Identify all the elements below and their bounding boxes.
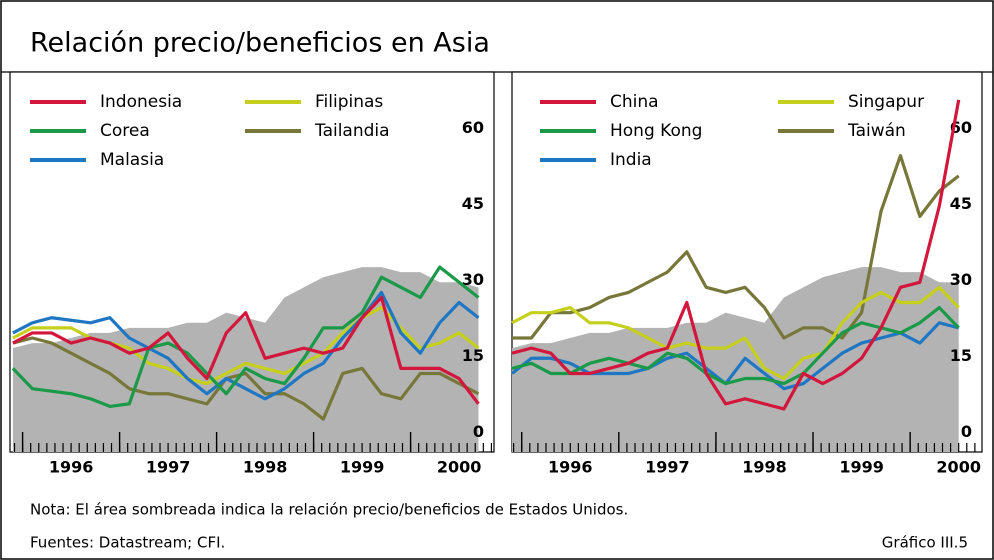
x-tick-label: 1997 — [146, 458, 191, 477]
series-line — [511, 306, 960, 386]
legend-label: Tailandia — [314, 121, 390, 141]
note: Nota: El área sombreada indica la relaci… — [30, 501, 628, 519]
y-tick-label: 0 — [473, 422, 484, 441]
x-tick-label: 1999 — [340, 458, 385, 477]
series-line — [511, 321, 960, 391]
x-tick-label: 2000 — [936, 458, 981, 477]
legend-label: Corea — [100, 121, 150, 141]
series-line — [12, 290, 480, 401]
y-tick-label: 15 — [950, 346, 972, 365]
legend-label: Hong Kong — [610, 121, 702, 141]
y-tick-label: 15 — [462, 346, 484, 365]
x-tick-label: 1998 — [742, 458, 787, 477]
legend-label: Filipinas — [315, 92, 383, 112]
shaded-area — [512, 267, 959, 452]
legend-label: Taiwán — [847, 121, 906, 141]
legend-label: India — [610, 150, 652, 170]
figure-label: Gráfico III.5 — [882, 534, 968, 552]
x-tick-label: 1997 — [645, 458, 690, 477]
legend-label: Indonesia — [100, 92, 182, 112]
x-tick-label: 1996 — [49, 458, 94, 477]
legend-label: Singapur — [848, 92, 924, 112]
y-tick-label: 45 — [462, 194, 484, 213]
series-line — [12, 295, 480, 405]
y-tick-label: 60 — [462, 118, 484, 137]
x-tick-label: 1996 — [548, 458, 593, 477]
series-line — [12, 336, 480, 421]
sources: Fuentes: Datastream; CFI. — [30, 534, 225, 552]
legend-label: China — [610, 92, 659, 112]
series-line — [11, 265, 480, 408]
y-tick-label: 45 — [950, 194, 972, 213]
series-line — [511, 285, 960, 381]
y-tick-label: 30 — [462, 270, 484, 289]
legend-label: Malasia — [100, 150, 164, 170]
series-line — [511, 99, 961, 411]
x-tick-label: 1998 — [243, 458, 288, 477]
figure-title: Relación precio/beneficios en Asia — [30, 28, 490, 59]
series-line — [512, 154, 960, 340]
y-tick-label: 30 — [950, 270, 972, 289]
x-tick-label: 1999 — [839, 458, 884, 477]
y-tick-label: 0 — [961, 422, 972, 441]
x-tick-label: 2000 — [437, 458, 482, 477]
